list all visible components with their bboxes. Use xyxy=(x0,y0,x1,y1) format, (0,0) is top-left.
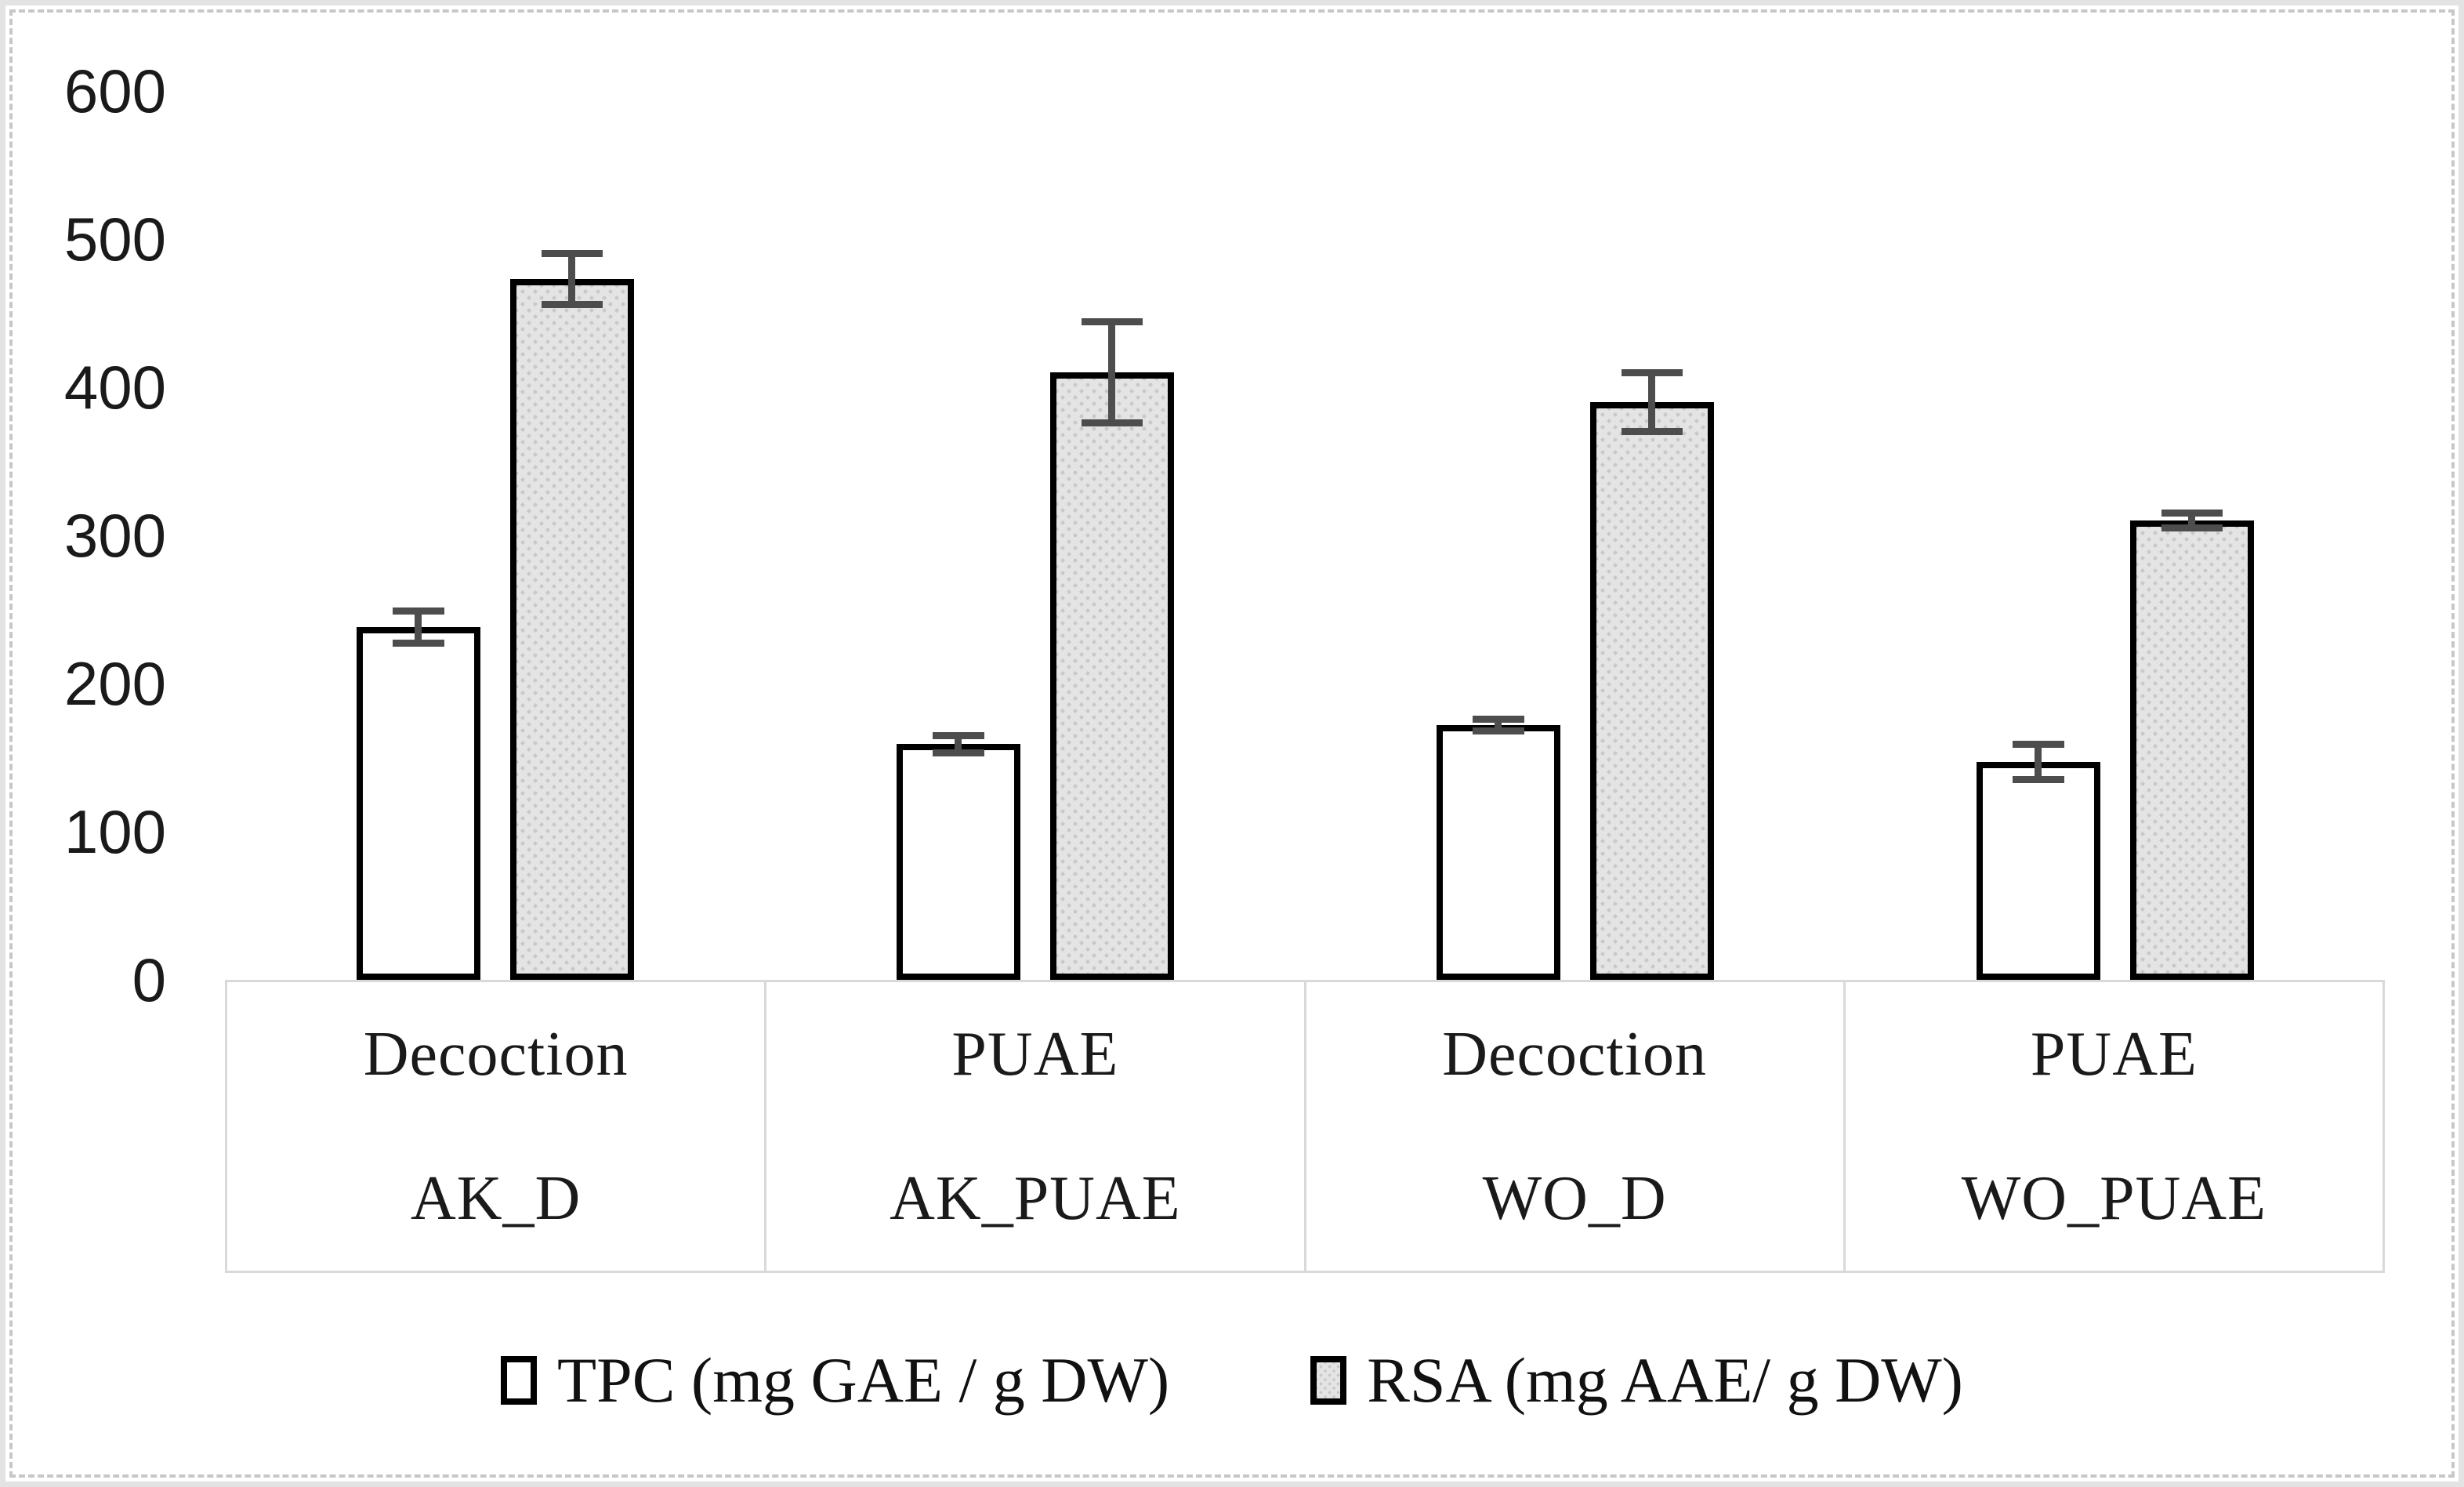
category-cell-ak_puae: PUAE AK_PUAE xyxy=(766,982,1306,1271)
error-bar-rsa-ak_d-cap-bottom xyxy=(541,300,603,308)
category-cell-wo_puae: PUAE WO_PUAE xyxy=(1846,982,2382,1271)
error-bar-tpc-ak_d-cap-top xyxy=(392,607,444,615)
error-bar-tpc-wo_puae-cap-top xyxy=(2012,740,2064,748)
y-tick-label-400: 400 xyxy=(63,353,166,422)
category-method-label: PUAE xyxy=(2030,1019,2198,1089)
y-tick-label-0: 0 xyxy=(132,945,166,1014)
legend-label: RSA (mg AAE/ g DW) xyxy=(1367,1344,1963,1416)
legend-label: TPC (mg GAE / g DW) xyxy=(557,1344,1170,1416)
error-bar-rsa-ak_d-cap-top xyxy=(541,250,603,258)
y-tick-label-200: 200 xyxy=(63,649,166,718)
category-sample-label: AK_PUAE xyxy=(890,1163,1181,1233)
legend: TPC (mg GAE / g DW) RSA (mg AAE/ g DW) xyxy=(5,1333,2459,1427)
error-bar-tpc-ak_puae-line xyxy=(955,735,962,753)
error-bar-rsa-wo_d-line xyxy=(1648,372,1655,432)
error-bar-rsa-ak_puae-cap-bottom xyxy=(1081,419,1143,426)
error-bar-tpc-ak_d-line xyxy=(415,611,422,644)
error-bar-rsa-ak_puae-cap-top xyxy=(1081,318,1143,326)
category-cell-ak_d: Decoction AK_D xyxy=(227,982,767,1271)
bar-rsa-ak_d xyxy=(509,279,634,980)
y-tick-label-300: 300 xyxy=(63,501,166,570)
category-method-label: PUAE xyxy=(951,1019,1119,1089)
error-bar-tpc-wo_d-line xyxy=(1495,719,1502,731)
error-bar-tpc-ak_puae-cap-bottom xyxy=(932,749,984,757)
bar-tpc-ak_puae xyxy=(896,744,1020,980)
category-sample-label: WO_D xyxy=(1482,1163,1667,1233)
y-tick-label-600: 600 xyxy=(63,56,166,125)
plot-area: 0 100 200 300 400 500 600 xyxy=(5,5,2459,1482)
bar-rsa-wo_d xyxy=(1589,401,1714,980)
error-bar-tpc-wo_d-cap-bottom xyxy=(1472,727,1524,734)
error-bar-tpc-wo_d-cap-top xyxy=(1472,715,1524,723)
error-bar-tpc-ak_puae-cap-top xyxy=(932,731,984,739)
error-bar-rsa-ak_puae-line xyxy=(1108,321,1115,423)
error-bar-rsa-wo_puae-line xyxy=(2188,513,2195,528)
category-axis-table: Decoction AK_D PUAE AK_PUAE Decoction WO_D PUA… xyxy=(225,980,2385,1273)
legend-entry-tpc: TPC (mg GAE / g DW) xyxy=(501,1344,1169,1417)
category-sample-label: AK_D xyxy=(410,1163,582,1233)
bar-rsa-wo_puae xyxy=(2129,520,2254,980)
legend-marker-tpc-icon xyxy=(501,1356,537,1405)
error-bar-tpc-wo_puae-line xyxy=(2035,744,2042,780)
bar-tpc-wo_puae xyxy=(1976,762,2100,980)
error-bar-tpc-wo_puae-cap-bottom xyxy=(2012,776,2064,784)
legend-marker-rsa-icon xyxy=(1310,1356,1347,1405)
bar-tpc-wo_d xyxy=(1436,724,1560,980)
legend-entry-rsa: RSA (mg AAE/ g DW) xyxy=(1310,1344,1963,1417)
y-tick-label-500: 500 xyxy=(63,205,166,274)
bar-rsa-ak_puae xyxy=(1049,372,1174,980)
bar-tpc-ak_d xyxy=(356,627,480,980)
error-bar-rsa-ak_d-line xyxy=(568,253,575,305)
error-bar-rsa-wo_puae-cap-bottom xyxy=(2161,524,2223,532)
error-bar-rsa-wo_d-cap-bottom xyxy=(1621,428,1683,436)
y-tick-label-100: 100 xyxy=(63,797,166,866)
error-bar-tpc-ak_d-cap-bottom xyxy=(392,640,444,647)
category-method-label: Decoction xyxy=(1442,1019,1707,1089)
error-bar-rsa-wo_d-cap-top xyxy=(1621,368,1683,376)
category-method-label: Decoction xyxy=(363,1019,629,1089)
category-sample-label: WO_PUAE xyxy=(1961,1163,2267,1233)
error-bar-rsa-wo_puae-cap-top xyxy=(2161,510,2223,517)
category-cell-wo_d: Decoction WO_D xyxy=(1306,982,1846,1271)
